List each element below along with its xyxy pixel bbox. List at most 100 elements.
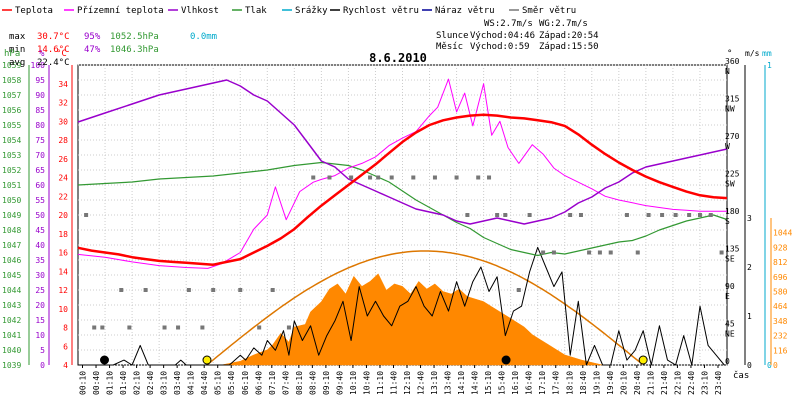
celsius-tick-label: 28 <box>58 136 68 145</box>
wind-direction-point <box>719 250 724 255</box>
x-axis-label: čas <box>733 370 749 381</box>
celsius-tick-label: 20 <box>58 211 68 220</box>
wind-direction-point <box>211 288 216 292</box>
wind-direction-point <box>143 288 148 292</box>
wind-direction-point <box>673 213 678 217</box>
hpa-tick-label: 1049 <box>2 211 21 220</box>
wind-direction-point <box>541 250 546 255</box>
x-tick-label: 08:40 <box>308 371 317 395</box>
direction-tick-label: N <box>725 67 730 76</box>
wind-gust-readout: WG:2.7m/s <box>539 19 588 29</box>
x-tick-label: 00:40 <box>92 371 101 395</box>
stats-max-hum: 95% <box>84 32 101 42</box>
wind-direction-point <box>608 250 613 255</box>
wind-direction-point <box>516 288 521 292</box>
celsius-tick-label: 16 <box>58 249 68 258</box>
wind-tick-label: 3 <box>747 214 752 223</box>
percent-tick-label: 0 <box>40 361 45 370</box>
hpa-tick-label: 1052 <box>2 166 21 175</box>
stats-min-press: 1046.3hPa <box>110 45 159 55</box>
wind-direction-point <box>119 288 124 292</box>
x-tick-label: 06:10 <box>241 371 250 395</box>
percent-tick-label: 75 <box>35 136 45 145</box>
direction-tick-label: E <box>725 292 730 301</box>
x-tick-label: 21:10 <box>646 371 655 395</box>
x-tick-label: 05:40 <box>227 371 236 395</box>
x-tick-label: 07:40 <box>281 371 290 395</box>
degree-tick-label: 225 <box>725 170 740 179</box>
grid-lines <box>77 64 728 366</box>
wind-direction-point <box>376 175 381 180</box>
legend-label: Přízemní teplota <box>77 6 164 16</box>
x-tick-label: 12:40 <box>417 371 426 395</box>
direction-tick-label: NW <box>725 105 735 114</box>
celsius-tick-label: 12 <box>58 286 68 295</box>
solar-tick-label: 1044 <box>773 229 792 238</box>
stats-max-label: max <box>9 32 26 42</box>
wind-direction-point <box>503 213 508 217</box>
wind-speed-line <box>78 246 725 366</box>
percent-tick-label: 100 <box>31 61 46 70</box>
solar-tick-label: 348 <box>773 317 788 326</box>
wind-direction-point <box>349 175 354 180</box>
legend-label: Směr větru <box>522 6 576 16</box>
wind-direction-point <box>487 175 492 180</box>
solar-tick-label: 116 <box>773 346 788 355</box>
wind-direction-point <box>568 213 573 217</box>
series-lines <box>77 78 728 366</box>
percent-tick-label: 55 <box>35 196 45 205</box>
hpa-tick-label: 1056 <box>2 106 21 115</box>
hpa-tick-label: 1044 <box>2 286 21 295</box>
hpa-tick-label: 1046 <box>2 256 21 265</box>
direction-tick-label: S <box>725 217 730 226</box>
x-tick-label: 16:40 <box>525 371 534 395</box>
x-tick-label: 16:10 <box>511 371 520 395</box>
wind-direction-point <box>84 213 89 217</box>
wind-speed-readout: WS:2.7m/s <box>484 19 533 29</box>
x-tick-label: 17:40 <box>552 371 561 395</box>
x-tick-label: 23:40 <box>714 371 723 395</box>
solar-tick-label: 696 <box>773 273 788 282</box>
celsius-axis-label: °C <box>56 49 67 59</box>
temperature-line <box>77 113 728 266</box>
x-tick-label: 03:40 <box>173 371 182 395</box>
legend-label: Vlhkost <box>181 6 219 16</box>
wind-direction-point <box>432 175 437 180</box>
wind-direction-point <box>238 288 243 292</box>
x-tick-label: 20:10 <box>619 371 628 395</box>
axes: 1039104010411042104310441045104610471048… <box>2 57 792 395</box>
wind-direction-point <box>476 175 481 180</box>
direction-tick-label: NE <box>725 330 735 339</box>
x-tick-label: 03:10 <box>160 371 169 395</box>
hpa-tick-label: 1045 <box>2 271 21 280</box>
hpa-tick-label: 1057 <box>2 91 21 100</box>
degree-tick-label: 270 <box>725 132 740 141</box>
percent-tick-label: 30 <box>35 271 45 280</box>
legend: Teplota Přízemní teplota Vlhkost Tlak Srážky… <box>2 6 576 16</box>
percent-tick-label: 20 <box>35 301 45 310</box>
sunset-text: Západ:20:54 <box>539 31 599 41</box>
wind-direction-point <box>646 213 651 217</box>
wind-axis-label: m/s <box>745 49 760 58</box>
solar-tick-label: 928 <box>773 243 788 252</box>
legend-label: Teplota <box>15 6 53 16</box>
wind-direction-point <box>327 175 332 180</box>
wind-direction-point <box>200 325 205 330</box>
solar-tick-label: 0 <box>773 361 778 370</box>
wind-direction-point <box>495 213 500 217</box>
wind-direction-point <box>687 213 692 217</box>
hpa-tick-label: 1048 <box>2 226 21 235</box>
wind-direction-point <box>454 175 459 180</box>
rain-axis-label: mm <box>762 49 772 58</box>
degree-tick-label: 45 <box>725 320 735 329</box>
stats-min-label: min <box>9 45 25 55</box>
celsius-tick-label: 26 <box>58 155 68 164</box>
direction-tick-label: SW <box>725 180 735 189</box>
wind-direction-point <box>624 213 629 217</box>
x-tick-label: 14:10 <box>457 371 466 395</box>
x-tick-label: 07:10 <box>268 371 277 395</box>
celsius-tick-label: 14 <box>58 267 68 276</box>
wind-direction-point <box>368 175 373 180</box>
percent-tick-label: 80 <box>35 121 45 130</box>
wind-direction-point <box>587 250 592 255</box>
